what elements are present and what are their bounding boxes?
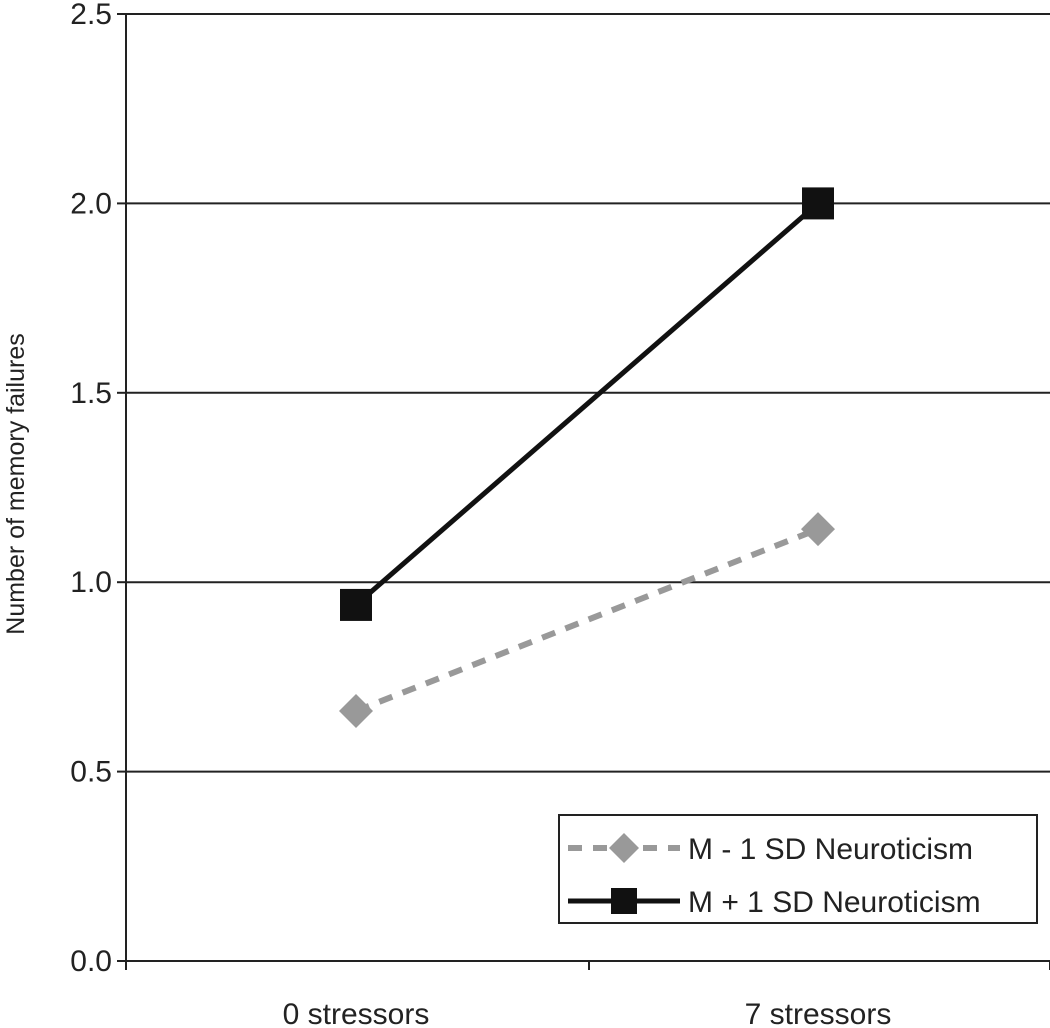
legend-marker	[609, 833, 639, 863]
gridlines	[126, 13, 1050, 773]
legend-label: M - 1 SD Neuroticism	[688, 833, 973, 866]
x-tick-label: 7 stressors	[745, 998, 892, 1028]
y-tick-label: 0.5	[70, 756, 112, 789]
data-point-marker	[340, 588, 372, 621]
series-line	[354, 201, 820, 607]
data-point-marker	[802, 187, 834, 220]
y-tick-label: 1.0	[70, 566, 112, 599]
legend-entry-1: M - 1 SD Neuroticism	[568, 833, 973, 866]
legend: M - 1 SD Neuroticism M + 1 SD Neuroticism	[558, 814, 1038, 924]
series-line	[354, 526, 820, 714]
axes	[117, 13, 1050, 970]
y-tick-label: 2.0	[70, 187, 112, 220]
series-2	[340, 187, 834, 621]
x-tick-labels: 0 stressors 7 stressors	[283, 998, 892, 1028]
y-axis-title: Number of memory failures	[2, 333, 30, 634]
legend-box	[558, 814, 1038, 924]
y-tick-label: 2.5	[70, 0, 112, 31]
y-tick-label: 0.0	[70, 945, 112, 978]
series	[339, 187, 835, 728]
y-tick-label: 1.5	[70, 377, 112, 410]
data-point-marker	[339, 693, 373, 728]
legend-entry-2: M + 1 SD Neuroticism	[568, 886, 981, 919]
x-tick-label: 0 stressors	[283, 998, 430, 1028]
series-1	[339, 512, 835, 728]
y-tick-labels: 0.0 0.5 1.0 1.5 2.0 2.5	[70, 0, 112, 978]
data-point-marker	[801, 512, 835, 547]
legend-label: M + 1 SD Neuroticism	[688, 886, 981, 919]
legend-marker	[611, 888, 637, 914]
